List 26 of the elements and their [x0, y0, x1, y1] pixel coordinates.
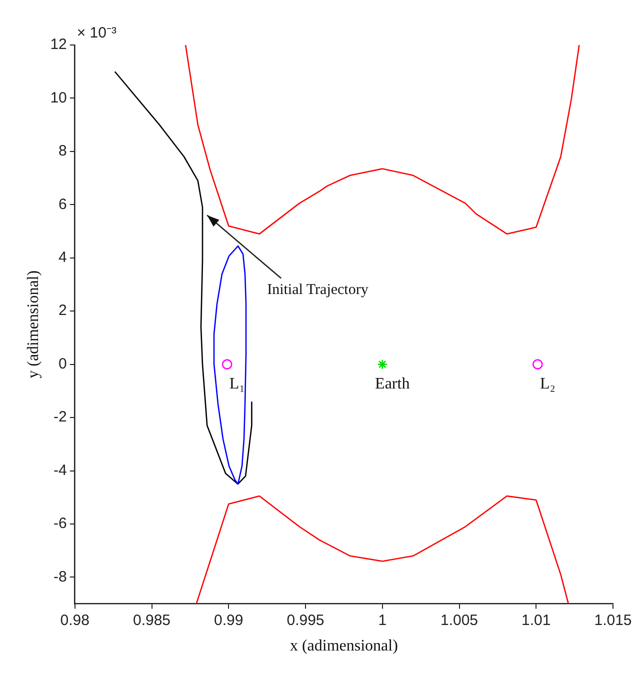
y-tick-label: -6 — [54, 515, 67, 532]
x-tick-label: 1.005 — [440, 612, 478, 629]
series-label: L₁ — [229, 376, 245, 393]
annotation: Initial Trajectory — [267, 282, 369, 298]
y-tick-label: -4 — [54, 462, 67, 479]
x-tick-label: 0.98 — [60, 612, 90, 629]
y-tick-label: 10 — [50, 89, 67, 106]
x-tick-label: 0.985 — [132, 612, 171, 629]
series-label: L₂ — [540, 376, 556, 393]
y-tick-label: 8 — [58, 142, 67, 160]
y-tick-label: 6 — [58, 196, 67, 213]
x-tick-label: 1.01 — [522, 612, 551, 629]
y-tick-label: 0 — [58, 355, 67, 372]
y-axis-title: y (adimensional) — [24, 270, 42, 378]
x-tick-label: 0.99 — [214, 612, 244, 629]
y-tick-label: 2 — [58, 302, 67, 320]
x-tick-label: 1 — [378, 612, 387, 629]
series-label: Earth — [375, 376, 410, 393]
x-tick-label: 1.015 — [594, 612, 632, 629]
x-axis-title: x (adimensional) — [290, 638, 398, 655]
y-tick-label: 4 — [58, 249, 67, 266]
y-tick-label: 12 — [50, 36, 67, 54]
y-tick-label: -2 — [54, 408, 67, 426]
y-tick-label: -8 — [54, 568, 67, 586]
x-tick-label: 0.995 — [286, 612, 324, 629]
text: × 10⁻³ — [76, 24, 116, 42]
